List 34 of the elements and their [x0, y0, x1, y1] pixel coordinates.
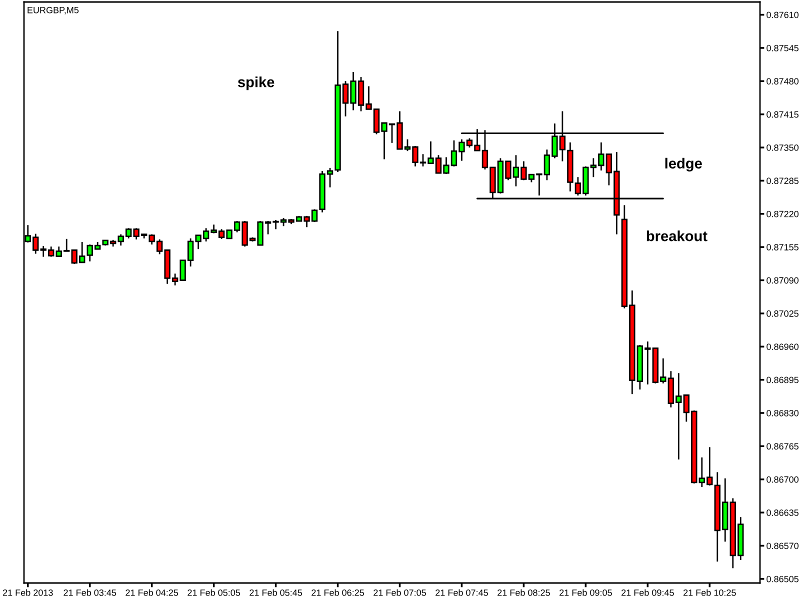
- y-tick-label: 0.87220: [766, 210, 799, 218]
- annotation: spike: [238, 76, 274, 90]
- y-tick-label: 0.87545: [766, 44, 799, 52]
- x-tick-label: 21 Feb 10:25: [683, 589, 736, 596]
- y-tick-label: 0.87350: [766, 144, 799, 151]
- x-tick-label: 21 Feb 2013: [2, 589, 53, 596]
- x-tick-label: 21 Feb 06:25: [312, 589, 364, 596]
- x-tick-label: 21 Feb 07:05: [374, 589, 426, 596]
- annotation: ledge: [665, 158, 702, 172]
- y-tick-label: 0.87090: [766, 277, 799, 284]
- y-tick-label: 0.87155: [766, 244, 799, 250]
- y-tick-label: 0.86895: [766, 376, 799, 384]
- y-tick-label: 0.86700: [766, 476, 799, 483]
- y-tick-label: 0.87285: [766, 178, 799, 184]
- y-tick-label: 0.86960: [766, 344, 799, 350]
- annotation: breakout: [646, 230, 708, 242]
- x-tick-label: 21 Feb 05:45: [250, 589, 302, 596]
- y-tick-label: 0.86635: [766, 510, 799, 516]
- x-tick-label: 21 Feb 09:05: [560, 589, 612, 596]
- y-tick-label: 0.87610: [766, 12, 799, 18]
- chart-title: EURGBP,M5: [28, 6, 79, 14]
- x-tick-label: 21 Feb 07:45: [436, 589, 488, 596]
- x-tick-label: 21 Feb 04:25: [126, 589, 178, 596]
- y-tick-label: 0.87480: [766, 78, 799, 84]
- y-tick-label: 0.87025: [766, 310, 799, 317]
- y-tick-label: 0.86570: [766, 542, 799, 550]
- x-tick-label: 21 Feb 05:05: [188, 589, 240, 596]
- y-tick-label: 0.87415: [766, 111, 799, 118]
- x-tick-label: 21 Feb 03:45: [64, 589, 116, 596]
- y-tick-label: 0.86830: [766, 410, 799, 416]
- y-tick-label: 0.86505: [766, 576, 799, 582]
- y-tick-label: 0.86765: [766, 443, 799, 450]
- x-tick-label: 21 Feb 08:25: [498, 589, 550, 596]
- x-tick-label: 21 Feb 09:45: [622, 589, 674, 596]
